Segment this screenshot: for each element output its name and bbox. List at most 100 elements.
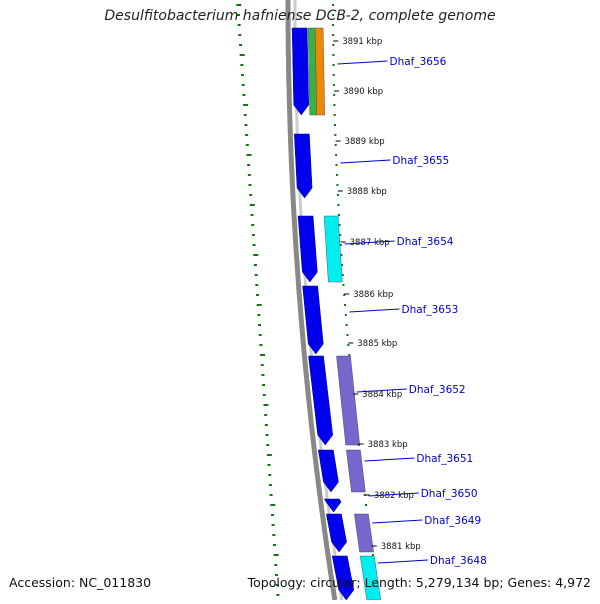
gc-skew-dot <box>335 154 338 156</box>
gc-skew-dash <box>264 414 268 416</box>
gc-skew-dot <box>337 204 340 206</box>
cds-arrow <box>297 215 318 283</box>
gc-skew-dash <box>263 404 269 406</box>
gene-leader-line <box>356 388 407 393</box>
gene-label: Dhaf_3651 <box>416 453 473 465</box>
gc-skew-dot <box>337 214 340 216</box>
gc-skew-dash <box>268 474 272 476</box>
cds-arrow <box>318 449 339 493</box>
gc-skew-dot <box>332 4 335 6</box>
gc-skew-dash <box>247 164 251 166</box>
gc-skew-dash <box>266 454 272 456</box>
gc-skew-dot <box>347 344 350 346</box>
gene-leader-line <box>344 240 395 245</box>
gene-label: Dhaf_3656 <box>389 56 446 68</box>
cog-bar <box>323 215 343 283</box>
gc-skew-dash <box>266 444 270 446</box>
gc-skew-dot <box>333 124 336 126</box>
gc-skew-dash <box>260 354 266 356</box>
gc-skew-dot <box>335 174 338 176</box>
gc-skew-dash <box>244 124 248 126</box>
gc-skew-dot <box>336 184 339 186</box>
gc-skew-dot <box>344 304 347 306</box>
gc-skew-dash <box>254 274 258 276</box>
cds-arrow <box>323 498 342 513</box>
gc-skew-dash <box>271 524 275 526</box>
gc-skew-dot <box>332 34 335 36</box>
cds-arrow <box>291 27 309 116</box>
cds-arrow <box>308 355 334 446</box>
gc-skew-dot <box>343 294 346 296</box>
accession-text: Accession: NC_011830 <box>9 575 152 590</box>
gc-skew-dash <box>275 574 279 576</box>
gene-leader-line <box>377 559 428 564</box>
gc-skew-dash <box>248 184 252 186</box>
gc-skew-dash <box>236 4 242 6</box>
gc-skew-dot <box>332 64 335 66</box>
cog-bar <box>354 513 374 553</box>
gc-skew-dash <box>253 254 259 256</box>
gc-skew-dash <box>239 54 245 56</box>
map-title: Desulfitobacterium hafniense DCB-2, comp… <box>104 8 496 24</box>
cog-track <box>307 27 382 601</box>
gc-skew-dash <box>238 44 242 46</box>
gc-skew-dot <box>365 504 368 506</box>
gc-skew-dot <box>341 274 344 276</box>
gc-skew-dot <box>341 264 344 266</box>
cog-bar <box>346 449 366 493</box>
gene-labels: Dhaf_3656 Dhaf_3655 Dhaf_3654 Dhaf_3653 Dhaf… <box>337 56 487 567</box>
gc-skew-dash <box>242 94 246 96</box>
gc-skew-dash <box>262 384 266 386</box>
gc-skew-dash <box>274 564 278 566</box>
gc-skew-dot <box>332 84 335 86</box>
gc-skew-dash <box>264 424 268 426</box>
gc-skew-dash <box>255 294 259 296</box>
cds-track <box>291 27 355 601</box>
gc-skew-dash <box>261 374 265 376</box>
gc-skew-dot <box>332 24 335 26</box>
gc-skew-dash <box>272 544 276 546</box>
gene-leader-line <box>368 492 419 497</box>
gc-skew-dash <box>258 334 262 336</box>
cog-bar <box>336 355 360 446</box>
gc-skew-dash <box>257 314 261 316</box>
gc-skew-dot <box>333 104 336 106</box>
gc-skew-dash <box>250 214 254 216</box>
gc-skew-dash <box>265 434 269 436</box>
gc-skew-dot <box>333 114 336 116</box>
gc-skew-dash <box>245 144 249 146</box>
gc-skew-dot <box>332 54 335 56</box>
tick-label: 3884 kbp <box>362 390 402 400</box>
gc-skew-dash <box>273 554 279 556</box>
gc-skew-dash <box>240 64 244 66</box>
gc-skew-dot <box>371 554 374 556</box>
gc-skew-dash <box>243 114 247 116</box>
gene-label: Dhaf_3653 <box>401 304 458 316</box>
cds-arrow <box>331 555 355 601</box>
gc-skew-dot <box>346 334 349 336</box>
tick-label: 3891 kbp <box>342 37 382 47</box>
gc-skew-dot <box>342 284 345 286</box>
gc-skew-dash <box>247 174 251 176</box>
gene-leader-line <box>337 60 388 65</box>
gc-skew-dash <box>241 74 245 76</box>
gc-skew-dash <box>275 584 279 586</box>
gc-skew-dash <box>252 244 256 246</box>
gc-skew-dash <box>236 14 240 16</box>
gc-skew-dash <box>276 594 280 596</box>
gc-skew-dot <box>335 164 338 166</box>
gc-skew-dash <box>269 494 273 496</box>
gc-skew-dot <box>332 44 335 46</box>
gc-skew-dash <box>245 134 249 136</box>
cds-arrow <box>326 513 347 553</box>
tick-label: 3885 kbp <box>357 339 397 349</box>
gc-skew-dash <box>246 154 252 156</box>
gc-skew-dash <box>259 344 263 346</box>
gc-skew-dash <box>253 264 257 266</box>
backbone-arc <box>285 0 338 601</box>
gc-skew-dash <box>267 464 271 466</box>
gc-skew-dash <box>260 364 264 366</box>
gc-skew-dot <box>332 14 335 16</box>
